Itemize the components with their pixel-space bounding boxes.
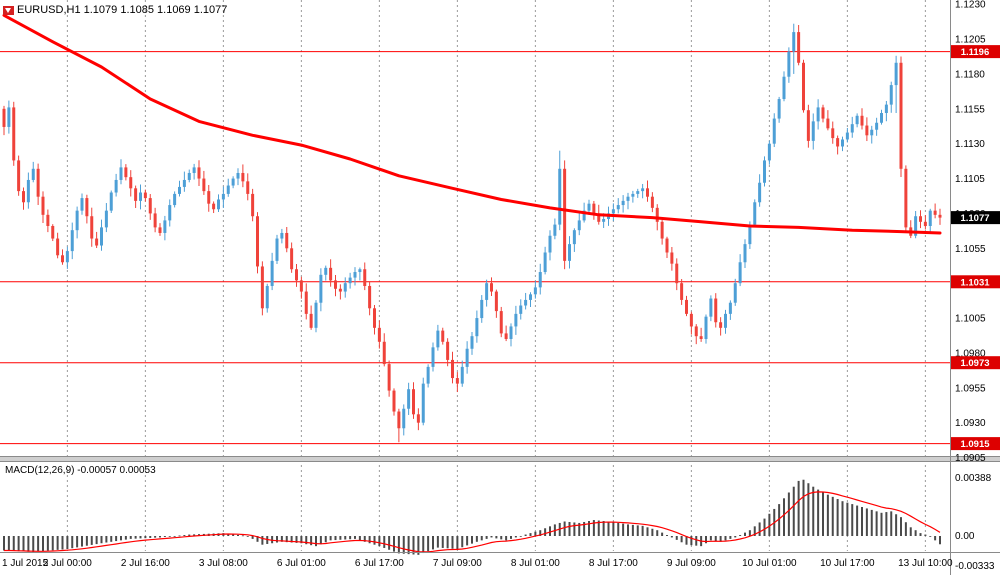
chart-symbol-icon <box>3 6 14 15</box>
svg-text:1.1077: 1.1077 <box>960 213 989 224</box>
svg-text:2 Jul 00:00: 2 Jul 00:00 <box>43 558 92 569</box>
svg-text:13 Jul 10:00: 13 Jul 10:00 <box>898 558 953 569</box>
svg-text:8 Jul 01:00: 8 Jul 01:00 <box>511 558 560 569</box>
svg-text:1.0915: 1.0915 <box>960 439 990 450</box>
svg-text:10 Jul 17:00: 10 Jul 17:00 <box>820 558 875 569</box>
macd-signal-line <box>4 491 941 553</box>
macd-indicator-label: MACD(12,26,9) -0.00057 0.00053 <box>5 465 156 476</box>
svg-text:7 Jul 09:00: 7 Jul 09:00 <box>433 558 482 569</box>
current-price-tag: 1.1077 <box>951 211 1000 225</box>
symbol-ohlc-label: EURUSD,H1 1.1079 1.1085 1.1069 1.1077 <box>17 4 228 16</box>
macd-axis: 0.00388 0.00 -0.00333 <box>955 473 995 572</box>
price-tag-1.0973[interactable]: 1.0973 <box>951 356 1000 370</box>
time-gridlines <box>66 0 926 551</box>
svg-text:1.1005: 1.1005 <box>955 314 986 325</box>
svg-text:1.1130: 1.1130 <box>955 139 985 150</box>
svg-text:1.1196: 1.1196 <box>961 47 990 58</box>
svg-text:10 Jul 01:00: 10 Jul 01:00 <box>742 558 797 569</box>
horizontal-level-lines[interactable] <box>0 51 950 445</box>
svg-text:-0.00333: -0.00333 <box>955 561 995 572</box>
svg-text:6 Jul 17:00: 6 Jul 17:00 <box>355 558 404 569</box>
svg-text:1.1055: 1.1055 <box>955 244 986 255</box>
svg-text:1.0905: 1.0905 <box>955 453 986 464</box>
svg-text:1.1230: 1.1230 <box>955 0 986 11</box>
moving-average-line <box>2 13 942 235</box>
panel-divider <box>0 456 1000 462</box>
svg-text:6 Jul 01:00: 6 Jul 01:00 <box>277 558 326 569</box>
svg-text:1.0973: 1.0973 <box>960 358 989 369</box>
svg-text:0.00388: 0.00388 <box>955 473 992 484</box>
svg-text:1 Jul 2015: 1 Jul 2015 <box>2 558 49 569</box>
svg-text:0.00: 0.00 <box>955 531 975 542</box>
price-tag-1.1031[interactable]: 1.1031 <box>951 275 1000 289</box>
svg-text:8 Jul 17:00: 8 Jul 17:00 <box>589 558 638 569</box>
svg-text:9 Jul 09:00: 9 Jul 09:00 <box>667 558 716 569</box>
svg-text:1.1180: 1.1180 <box>955 69 985 80</box>
svg-text:2 Jul 16:00: 2 Jul 16:00 <box>121 558 170 569</box>
svg-text:1.1205: 1.1205 <box>955 35 986 46</box>
svg-text:1.1031: 1.1031 <box>960 277 990 288</box>
price-tag-1.1196[interactable]: 1.1196 <box>951 45 1000 59</box>
svg-text:1.1155: 1.1155 <box>955 104 985 115</box>
price-tag-1.0915[interactable]: 1.0915 <box>951 437 1000 451</box>
svg-text:1.0980: 1.0980 <box>955 348 986 359</box>
svg-text:3 Jul 08:00: 3 Jul 08:00 <box>199 558 248 569</box>
svg-text:1.0930: 1.0930 <box>955 418 986 429</box>
svg-text:1.0955: 1.0955 <box>955 383 986 394</box>
svg-text:1.1105: 1.1105 <box>955 174 985 185</box>
